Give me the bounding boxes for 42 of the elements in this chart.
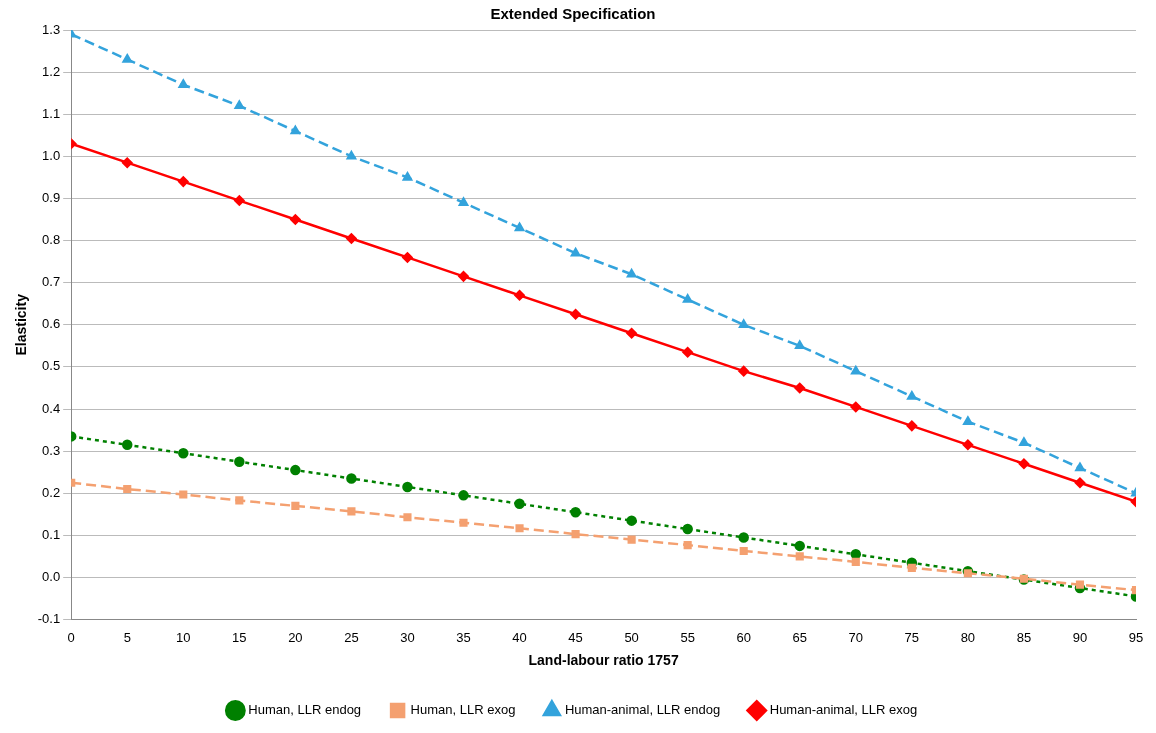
x-tick-label: 70	[848, 629, 864, 645]
x-tick-label: 45	[568, 629, 583, 645]
y-tick-label: 0.6	[42, 316, 61, 332]
legend-label: Human-animal, LLR exog	[769, 702, 918, 718]
y-tick-label: -0.1	[37, 611, 61, 627]
x-tick-label: 75	[904, 629, 920, 645]
y-axis-title: Elasticity	[13, 293, 30, 356]
x-axis-title: Land-labour ratio 1757	[528, 652, 679, 669]
chart-title: Extended Specification	[490, 5, 656, 23]
x-tick-label: 90	[1072, 629, 1088, 645]
y-tick-label: 0.2	[42, 484, 61, 500]
y-tick-label: 1.1	[42, 105, 61, 121]
x-tick-label: 80	[960, 629, 976, 645]
x-tick-label: 30	[400, 629, 415, 645]
y-tick-label: 1.0	[42, 147, 61, 163]
legend-label: Human-animal, LLR endog	[564, 702, 721, 718]
y-tick-label: 1.3	[42, 21, 61, 37]
y-tick-label: 0.3	[42, 442, 61, 458]
y-tick-label: 0.5	[42, 358, 61, 374]
x-tick-label: 65	[792, 629, 807, 645]
y-tick-label: 0.1	[42, 526, 61, 542]
x-tick-label: 95	[1128, 629, 1144, 645]
y-tick-label: 0.0	[42, 569, 61, 585]
x-tick-label: 50	[624, 629, 639, 645]
y-tick-label: 0.4	[42, 400, 61, 416]
x-tick-label: 5	[123, 629, 131, 645]
x-tick-label: 40	[512, 629, 527, 645]
x-tick-label: 20	[288, 629, 303, 645]
x-tick-label: 35	[456, 629, 471, 645]
x-tick-label: 55	[680, 629, 695, 645]
y-tick-label: 0.7	[42, 274, 61, 290]
x-tick-label: 15	[232, 629, 247, 645]
legend-label: Human, LLR endog	[248, 702, 362, 718]
y-tick-label: 1.2	[42, 63, 61, 79]
legend-label: Human, LLR exog	[410, 702, 516, 718]
x-tick-label: 0	[67, 629, 75, 645]
y-tick-label: 0.9	[42, 190, 61, 206]
x-tick-label: 60	[736, 629, 751, 645]
x-tick-label: 10	[176, 629, 191, 645]
x-tick-label: 85	[1016, 629, 1032, 645]
y-tick-label: 0.8	[42, 232, 61, 248]
x-tick-label: 25	[344, 629, 359, 645]
